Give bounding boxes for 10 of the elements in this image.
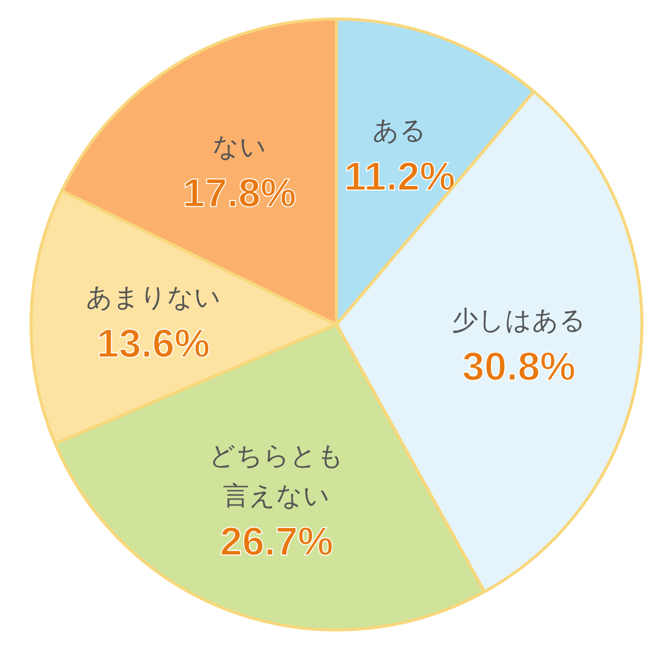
data-label: 26.7% — [220, 520, 334, 564]
data-label: 30.8% — [462, 345, 576, 390]
data-label: 11.2% — [344, 154, 456, 199]
slice-label: ない — [212, 132, 266, 163]
slice-label: どちらとも言えない — [209, 442, 344, 512]
data-label: 13.6% — [96, 322, 210, 366]
slice-label: ある — [372, 116, 427, 146]
data-label: 17.8% — [182, 171, 296, 216]
slice-label: 少しはある — [452, 306, 586, 336]
slice-label: あまりない — [86, 283, 221, 314]
